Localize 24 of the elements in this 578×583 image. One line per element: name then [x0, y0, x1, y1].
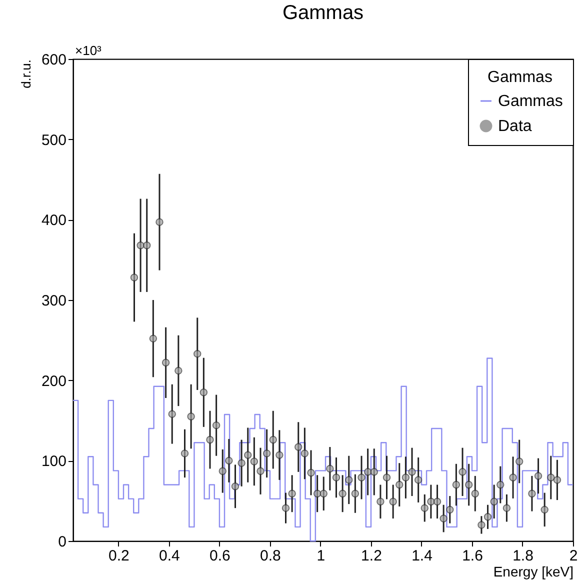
legend-title: Gammas: [488, 69, 552, 86]
x-tick-label: 2: [569, 548, 578, 564]
y-tick-label: 500: [41, 132, 66, 149]
y-tick-label: 600: [41, 52, 66, 68]
y-tick-label: 400: [41, 212, 66, 230]
x-tick-label: 0.2: [108, 548, 130, 564]
legend-label: Data: [498, 118, 532, 135]
x-tick-label: 0.8: [260, 548, 281, 564]
chart-title: Gammas: [282, 2, 364, 24]
x-tick-label: 1.4: [412, 548, 432, 564]
legend-label: Gammas: [498, 93, 563, 110]
x-tick-label: 1.8: [512, 548, 534, 564]
x-tick-label: 0.6: [210, 548, 230, 564]
y-tick-label: 300: [41, 292, 66, 310]
text: ×10³: [75, 43, 102, 58]
y-tick-label: 200: [41, 372, 66, 390]
y-tick-label: 0: [58, 534, 66, 550]
x-tick-label: 1: [316, 548, 326, 564]
x-axis-title: Energy [keV]: [493, 564, 574, 580]
x-tick-label: 1.2: [361, 548, 382, 564]
x-tick-label: 1.6: [462, 548, 483, 564]
y-axis-title: d.r.u.: [18, 60, 34, 88]
x-tick-label: 0.4: [159, 548, 180, 564]
y-tick-label: 100: [41, 453, 66, 470]
